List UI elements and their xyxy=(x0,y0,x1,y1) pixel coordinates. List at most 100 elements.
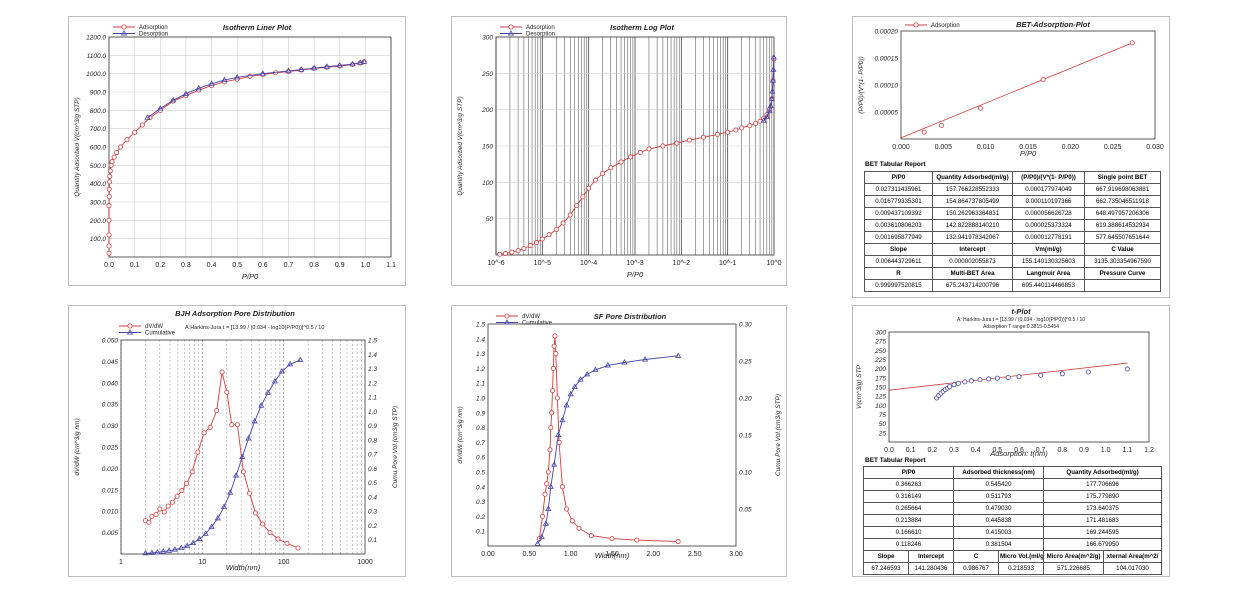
data-point xyxy=(267,530,273,536)
data-point xyxy=(1038,372,1044,378)
data-point xyxy=(121,24,127,30)
table-row: 0.265664 0.479030 173.640375 xyxy=(862,502,1163,515)
data-point xyxy=(106,243,112,249)
data-point xyxy=(264,389,271,395)
summary-value-cell: 0.218533 xyxy=(998,562,1045,575)
x-tick-label: 0.5 xyxy=(232,262,242,269)
data-point xyxy=(165,503,171,509)
data-point xyxy=(120,30,128,36)
data-point xyxy=(184,480,190,486)
plot-frame xyxy=(888,331,1150,443)
data-point xyxy=(221,76,228,83)
t-header-cell: P/P0 xyxy=(862,466,955,479)
data-point xyxy=(641,356,649,362)
data-point xyxy=(170,499,176,505)
data-point xyxy=(994,375,1000,381)
data-point xyxy=(285,67,292,73)
data-point xyxy=(497,251,503,257)
data-point xyxy=(560,220,566,226)
data-point xyxy=(618,159,624,165)
data-point xyxy=(357,59,364,65)
data-point xyxy=(504,313,510,319)
y-tick-label: 50 xyxy=(486,216,494,223)
y-tick-label: 75 xyxy=(879,412,887,419)
summary-value-cell: 0.999997520815 xyxy=(864,279,933,292)
y-tick-label: 0.4 xyxy=(476,484,485,491)
data-point xyxy=(534,240,540,246)
data-point xyxy=(534,540,541,546)
y-tick-label: 1000.0 xyxy=(86,71,106,78)
data-point xyxy=(768,95,775,101)
table-cell: 150.262963364831 xyxy=(932,207,1013,220)
data-point xyxy=(552,333,558,339)
x-tick-label: 0.8 xyxy=(1057,447,1067,454)
y-tick-label: 200.0 xyxy=(89,218,107,225)
data-point xyxy=(284,540,290,546)
x-tick-label: 1000 xyxy=(357,559,373,566)
data-point xyxy=(287,360,294,367)
data-point xyxy=(555,431,562,437)
data-point xyxy=(1059,371,1065,377)
legend-label: Desorption xyxy=(526,32,555,38)
chart-title: t-Plot xyxy=(1011,307,1031,316)
table-cell: 132.941978342067 xyxy=(932,231,1013,244)
isotherm-log-chart: 10^-6 10^-5 10^-4 10^-3 10^-2 10^-1 10^0 50 100 1… xyxy=(457,23,782,279)
t-header-cell: Quantity Adsorbed(ml/g) xyxy=(1043,466,1163,479)
data-point xyxy=(674,140,680,146)
bet-report-title: BET Tabular Report xyxy=(865,161,926,168)
y-tick-label: 200 xyxy=(874,366,886,373)
data-point xyxy=(564,506,570,512)
y-tick-label: 0.00015 xyxy=(875,56,899,63)
data-point xyxy=(725,129,731,135)
x-tick-label: 2.00 xyxy=(647,551,661,558)
x-tick-label: 0.030 xyxy=(1146,144,1164,151)
y-tick-label: 0.015 xyxy=(102,487,119,494)
data-point xyxy=(132,129,138,135)
table-cell: 154.864737805499 xyxy=(932,195,1013,208)
data-point xyxy=(675,539,681,545)
data-point xyxy=(760,117,767,123)
y-tick-label: 300 xyxy=(482,35,493,42)
x-axis-label: P/P0 xyxy=(242,272,259,281)
tplot-panel: 0.0 0.1 0.2 0.3 0.4 0.5 0.6 0.7 0.8 0.9 1.0 1.1 1.2 2… xyxy=(852,305,1170,577)
data-point xyxy=(521,245,527,251)
summary-label-cell: Micro Vol.(ml/g) xyxy=(998,550,1045,563)
data-point xyxy=(604,362,611,368)
data-point xyxy=(207,424,213,430)
data-point xyxy=(139,122,145,128)
x-axis-label: P/P0 xyxy=(1020,149,1037,158)
y-axis-label: dV/dW (cm^3/g nm) xyxy=(74,418,81,475)
data-point xyxy=(245,435,252,441)
summary-value-cell: 104.017030 xyxy=(1103,562,1163,575)
table-cell: 0.003610806203 xyxy=(864,219,933,232)
y-tick-label: 300.0 xyxy=(90,200,107,207)
data-point xyxy=(547,483,554,489)
data-point xyxy=(947,384,953,390)
y-tick-label: 0.00020 xyxy=(875,29,899,36)
x-tick-label: 0.0 xyxy=(884,447,894,454)
data-point xyxy=(157,506,163,512)
data-point xyxy=(977,377,983,383)
y2-tick-label: 1.0 xyxy=(368,409,377,416)
y2-tick-label: 1.1 xyxy=(368,395,377,402)
data-point xyxy=(360,58,368,64)
summary-value-cell: 3135.303354967590 xyxy=(1084,255,1161,268)
data-point xyxy=(766,107,773,114)
table-cell: 648.497957206306 xyxy=(1084,207,1161,220)
y-tick-label: 0.7 xyxy=(476,440,485,447)
data-point xyxy=(747,123,753,129)
chart-title: Isotherm Liner Plot xyxy=(223,23,292,32)
table-row: 0.213884 0.445838 171.481683 xyxy=(862,514,1163,527)
y2-axis-label: Cumu.Pore Vol.(cm3/g STP) xyxy=(392,406,399,488)
data-point xyxy=(258,402,265,408)
x-tick-label: 1.1 xyxy=(1122,447,1132,454)
data-point xyxy=(157,105,164,111)
data-point xyxy=(246,490,252,496)
table-cell: 0.027311435961 xyxy=(864,183,933,196)
table-cell: 0.000177974049 xyxy=(1012,183,1085,196)
data-point xyxy=(201,430,207,436)
legend-label: dV/dW xyxy=(145,324,163,330)
y-axis-label: dV/dW (cm^3/g nm) xyxy=(457,406,464,463)
data-point xyxy=(733,127,739,133)
plot-frame xyxy=(495,36,775,256)
